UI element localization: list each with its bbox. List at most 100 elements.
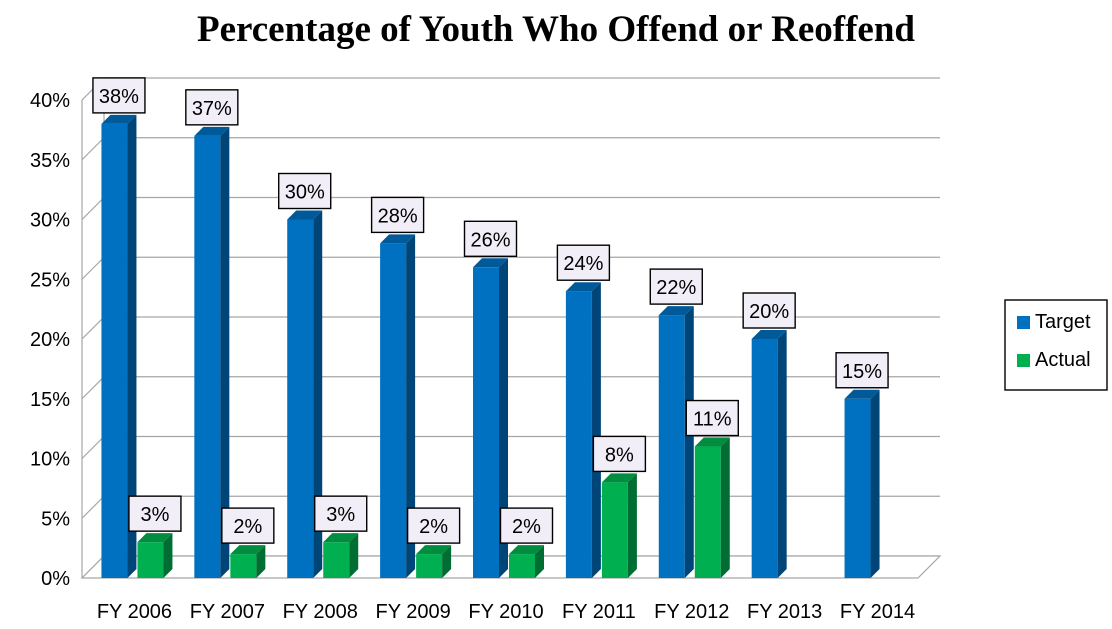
data-label-actual-box (499, 507, 554, 544)
x-tick-label: FY 2008 (283, 601, 358, 623)
target-bar-side (870, 389, 880, 578)
target-bar-side (406, 234, 416, 578)
target-bar (287, 210, 323, 578)
actual-bar (509, 545, 544, 578)
target-bar-top (751, 330, 787, 339)
target-bar-top (101, 114, 137, 124)
actual-bar-front (509, 554, 535, 578)
legend-swatch-actual (1017, 354, 1030, 367)
y-tick-label: 15% (30, 389, 70, 411)
data-label-target-box (92, 77, 146, 114)
target-bar (380, 234, 416, 578)
data-label-target: 24% (556, 244, 611, 281)
data-label-target-box (370, 196, 425, 234)
legend-swatch-target (1017, 316, 1030, 329)
data-label-actual-text: 3% (326, 504, 355, 526)
data-label-actual-text: 8% (605, 444, 634, 466)
actual-bar-side (535, 545, 544, 578)
actual-bar-top (323, 533, 359, 543)
data-label-actual: 3% (128, 495, 182, 532)
target-bar-side (220, 126, 230, 578)
target-bar (658, 306, 694, 578)
actual-bar (601, 473, 637, 578)
data-label-target: 28% (370, 196, 425, 234)
legend-label-actual: Actual (1035, 349, 1091, 371)
actual-bar-side (442, 545, 452, 578)
data-label-actual: 2% (499, 507, 554, 544)
y-tick-label: 30% (30, 210, 70, 232)
actual-bar-top (694, 437, 730, 447)
actual-bar (416, 545, 452, 578)
gridline-side (81, 376, 105, 400)
data-label-target-box (835, 352, 889, 389)
data-label-actual: 8% (592, 435, 647, 473)
data-label-target-box (185, 89, 239, 126)
target-bar-front (101, 123, 128, 579)
target-bar (101, 114, 137, 579)
data-label-target-text: 26% (470, 229, 510, 251)
data-label-actual-text: 2% (419, 516, 448, 538)
actual-bar-front (416, 554, 443, 578)
actual-bar-side (627, 473, 637, 578)
gridline-side (81, 197, 105, 220)
y-tick-label: 5% (41, 508, 70, 530)
data-label-actual-box (592, 435, 647, 473)
actual-bar-front (694, 446, 721, 578)
data-label-actual-text: 3% (140, 504, 169, 526)
x-tick-label: FY 2009 (375, 601, 450, 623)
actual-bar-side (256, 545, 266, 578)
target-bar (473, 258, 508, 578)
y-tick-label: 0% (41, 568, 70, 590)
target-bar-front (194, 135, 221, 578)
data-label-target-text: 38% (99, 86, 139, 108)
x-tick-label: FY 2013 (747, 601, 822, 623)
data-label-target-box (742, 292, 796, 329)
gridline-side (81, 256, 105, 280)
actual-bar-top (509, 545, 544, 555)
y-tick-label: 25% (30, 269, 70, 291)
actual-bar-top (230, 545, 266, 555)
data-label-target: 26% (463, 220, 518, 258)
actual-bar-front (137, 542, 164, 578)
data-label-target-box (278, 172, 332, 210)
actual-bar-top (416, 545, 452, 555)
gridline-side (81, 137, 105, 161)
x-tick-label: FY 2007 (190, 601, 265, 623)
target-bar-front (751, 339, 778, 578)
data-label-actual-box (314, 495, 368, 532)
actual-bar-side (349, 533, 359, 578)
data-label-target-text: 24% (563, 253, 603, 275)
data-label-target-text: 30% (285, 182, 325, 204)
x-tick-label: FY 2010 (468, 601, 543, 623)
target-bar-side (777, 330, 787, 578)
data-label-target: 30% (278, 172, 332, 210)
y-tick-label: 35% (30, 150, 70, 172)
target-bar-top (473, 258, 508, 268)
data-label-actual: 2% (221, 507, 275, 544)
gridline-side (81, 436, 105, 459)
data-label-target-box (556, 244, 611, 281)
data-label-target-text: 37% (192, 98, 232, 120)
gridline-side (81, 316, 105, 340)
data-label-target-text: 15% (842, 361, 882, 383)
actual-bar-top (137, 533, 173, 543)
chart-title: Percentage of Youth Who Offend or Reoffe… (196, 9, 915, 50)
data-label-target-box (463, 220, 518, 258)
target-bar-front (565, 291, 592, 578)
actual-bar (137, 533, 173, 578)
target-bar-front (287, 219, 314, 578)
data-label-actual-text: 11% (693, 409, 732, 431)
y-tick-label: 10% (30, 449, 70, 471)
x-tick-label: FY 2014 (840, 601, 915, 623)
data-label-actual: 11% (685, 399, 739, 437)
legend-box (1004, 299, 1108, 391)
data-label-actual-box (685, 399, 739, 437)
x-tick-label: FY 2006 (97, 601, 172, 623)
data-label-target: 22% (649, 268, 703, 305)
data-label-target-text: 28% (378, 205, 418, 227)
data-label-target-text: 22% (656, 277, 696, 299)
actual-bar-front (601, 482, 628, 578)
target-bar-top (565, 282, 601, 292)
legend: Target Actual (1004, 299, 1108, 391)
